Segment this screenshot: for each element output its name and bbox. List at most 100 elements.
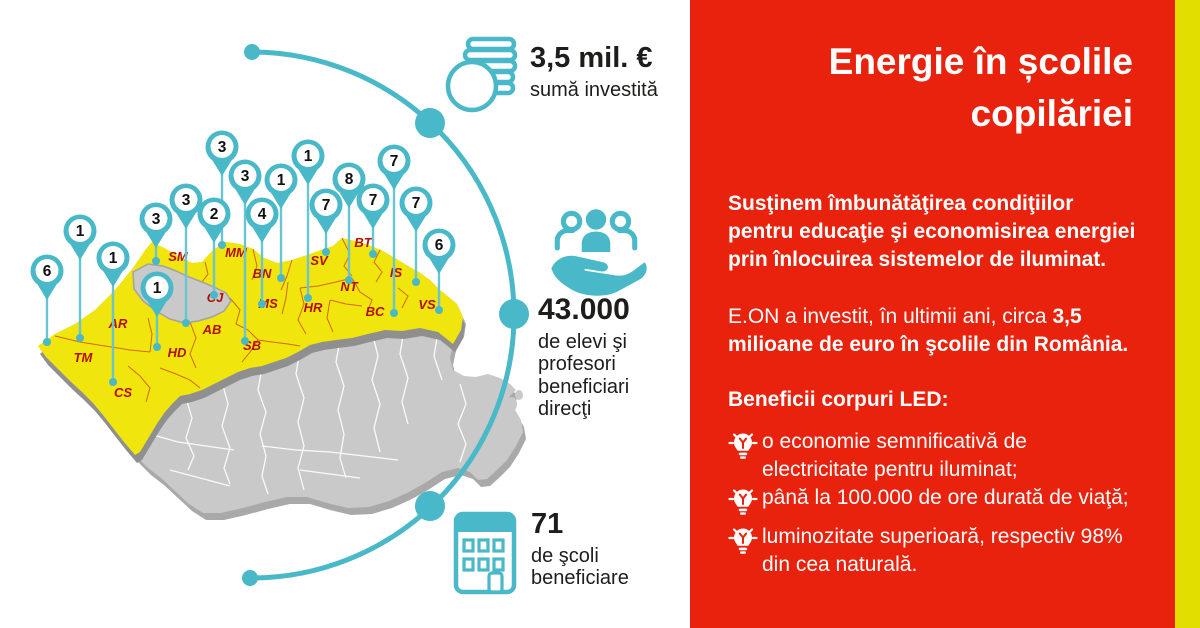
benefit-item: o economie semnificativă de electricitat… <box>728 428 1133 484</box>
pin-dot <box>258 300 266 308</box>
pin-dot <box>412 278 420 286</box>
stat-schools: 71 de şcoli beneficiare <box>531 508 651 590</box>
benefit-text: luminozitate superioară, respectiv 98% d… <box>762 525 1123 576</box>
county-label-BT: BT <box>354 235 372 250</box>
benefit-item: luminozitate superioară, respectiv 98% d… <box>728 523 1133 579</box>
pin-dot <box>390 309 398 317</box>
timeline-arc <box>242 44 529 586</box>
county-label-NT: NT <box>340 279 358 294</box>
investment-amount: 3,5 milioane de euro în şcolile din Româ… <box>728 304 1129 357</box>
pin-dot <box>218 241 226 249</box>
pin-dot <box>109 378 117 386</box>
map-pin-NT: 8 <box>332 162 366 208</box>
svg-text:6: 6 <box>435 237 444 254</box>
intro-paragraph: Susţinem îmbunătăţirea condiţiilor pentr… <box>728 191 1136 271</box>
county-label-SV: SV <box>310 253 329 268</box>
invested-sum-value: 3,5 mil. € <box>530 42 653 74</box>
svg-text:3: 3 <box>218 139 227 156</box>
map-pin-SM: 3 <box>139 202 173 248</box>
svg-text:1: 1 <box>153 280 162 297</box>
benefit-item: până la 100.000 de ore durată de viaţă; <box>728 484 1133 523</box>
svg-text:6: 6 <box>43 263 52 280</box>
svg-text:1: 1 <box>304 148 313 165</box>
stat-beneficiaries: 43.000 de elevi şi profesori beneficiari… <box>538 293 656 421</box>
map-pin-HD: 1 <box>140 271 174 317</box>
svg-text:1: 1 <box>277 172 286 189</box>
pin-dot <box>435 306 443 314</box>
benefit-text: până la 100.000 de ore durată de viaţă; <box>762 486 1129 510</box>
svg-text:7: 7 <box>369 192 378 209</box>
lightbulb-icon <box>728 428 762 467</box>
svg-text:7: 7 <box>412 195 421 212</box>
title-line-2: copilăriei <box>970 92 1133 134</box>
map-pin-HR: 1 <box>291 139 325 185</box>
svg-text:3: 3 <box>241 168 250 185</box>
county-label-AB: AB <box>202 322 222 337</box>
investment-paragraph: E.ON a investit, în ultimii ani, circa 3… <box>728 303 1138 359</box>
page-title: Energie în școlile copilăriei <box>728 36 1133 140</box>
map-pin-BC: 7 <box>377 144 411 190</box>
schools-value: 71 <box>531 508 564 540</box>
map-pin-VS: 6 <box>422 228 456 274</box>
map-pin-AR: 1 <box>63 214 97 260</box>
text-panel: Energie în școlile copilăriei Susţinem î… <box>690 0 1175 628</box>
county-label-IS: IS <box>390 265 403 280</box>
pin-dot <box>76 334 84 342</box>
county-label-BC: BC <box>366 304 385 319</box>
svg-text:4: 4 <box>258 206 267 223</box>
romania-map: SMMMBNSVBTNTISBCVSHRMSCJABSBHDARTMCS 611… <box>30 44 529 586</box>
pin-dot <box>43 338 51 346</box>
map-pin-IS: 7 <box>399 186 433 232</box>
pin-dot <box>304 294 312 302</box>
pin-dot <box>345 276 353 284</box>
benefits-heading: Beneficii corpuri LED: <box>728 388 949 412</box>
map-pin-MM: 3 <box>205 130 239 176</box>
svg-text:7: 7 <box>390 153 399 170</box>
county-label-HD: HD <box>168 345 187 360</box>
map-pin-BN: 1 <box>264 163 298 209</box>
county-label-MM: MM <box>225 245 248 260</box>
lightbulb-icon <box>728 523 762 562</box>
map-pin-CS: 1 <box>96 241 130 287</box>
county-label-CS: CS <box>114 385 132 400</box>
map-panel: SMMMBNSVBTNTISBCVSHRMSCJABSBHDARTMCS 611… <box>30 36 658 595</box>
beneficiaries-value: 43.000 <box>538 293 630 326</box>
coins-icon <box>445 36 518 113</box>
svg-text:1: 1 <box>76 223 85 240</box>
county-label-VS: VS <box>418 297 436 312</box>
people-in-hand-icon <box>551 209 647 296</box>
svg-text:7: 7 <box>322 197 331 214</box>
map-pin-MS: 4 <box>245 197 279 243</box>
brand-accent-stripe <box>1175 0 1200 628</box>
pin-dot <box>322 248 330 256</box>
map-pin-AB: 3 <box>169 183 203 229</box>
county-label-SM: SM <box>168 249 189 264</box>
map-pin-TM: 6 <box>30 254 64 300</box>
pin-dot <box>153 343 161 351</box>
map-pin-BT: 7 <box>356 183 390 229</box>
beneficiaries-label: de elevi şi profesori beneficiari direcţ… <box>538 331 630 421</box>
svg-text:2: 2 <box>210 206 219 223</box>
pin-dot <box>369 250 377 258</box>
svg-text:3: 3 <box>152 211 161 228</box>
county-label-TM: TM <box>74 350 94 365</box>
pin-dot <box>277 274 285 282</box>
school-building-icon <box>453 511 517 595</box>
invested-sum-label: sumă investită <box>530 79 658 101</box>
schools-label: de şcoli beneficiare <box>531 545 629 590</box>
svg-text:1: 1 <box>109 250 118 267</box>
lightbulb-icon <box>728 484 762 523</box>
map-pin-SV: 7 <box>309 188 343 234</box>
svg-text:3: 3 <box>182 192 191 209</box>
map-pin-SB: 3 <box>228 159 262 205</box>
map-pin-CJ: 2 <box>197 197 231 243</box>
danube-delta <box>505 390 523 419</box>
south-county-borders <box>149 329 467 495</box>
pin-dot <box>152 257 160 265</box>
pin-dot <box>210 291 218 299</box>
svg-text:8: 8 <box>345 171 354 188</box>
title-line-1: Energie în școlile <box>828 41 1133 82</box>
county-label-HR: HR <box>304 300 323 315</box>
